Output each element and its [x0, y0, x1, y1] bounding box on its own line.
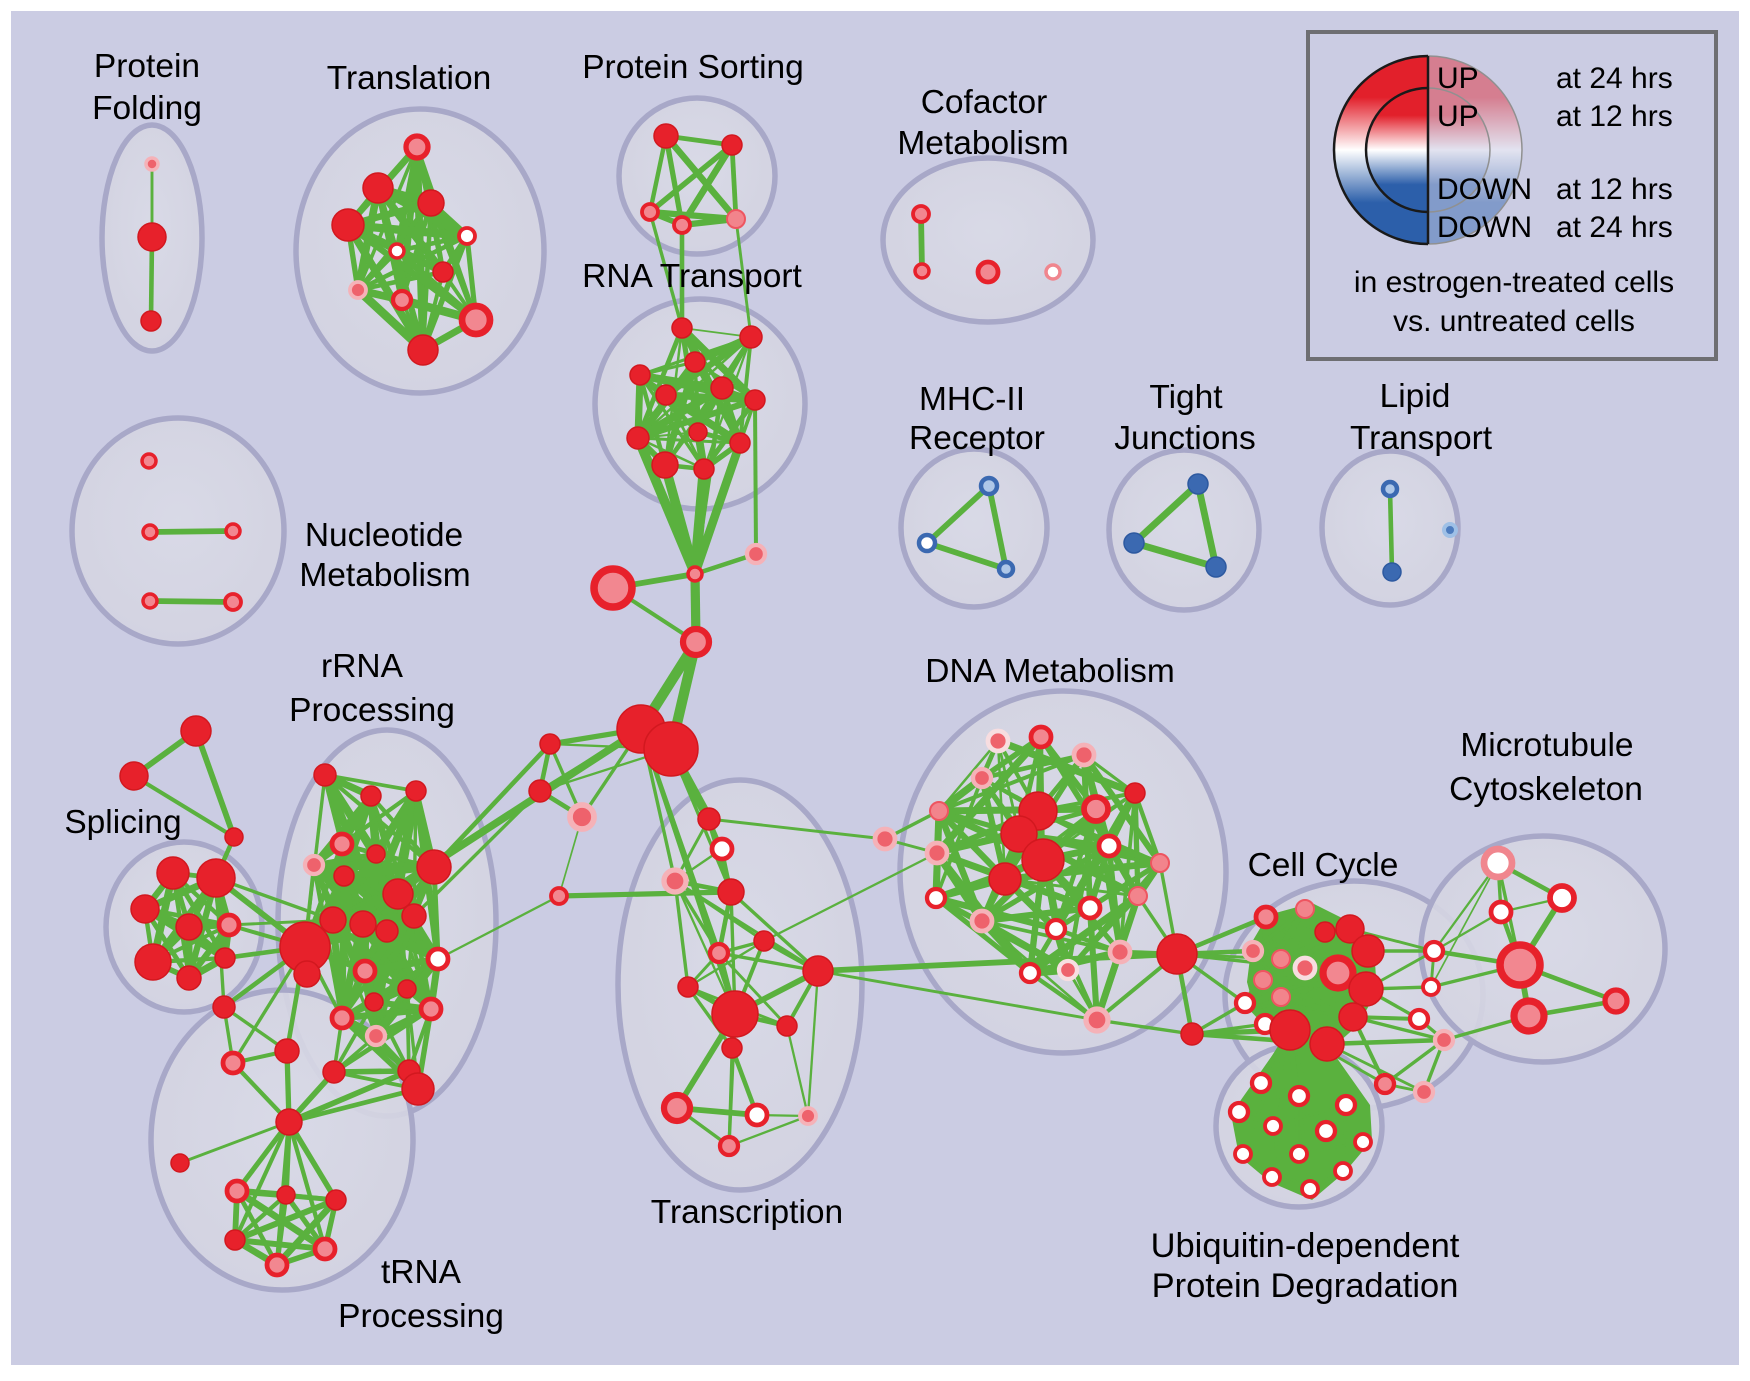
- svg-text:DOWN: DOWN: [1437, 211, 1532, 244]
- svg-text:Folding: Folding: [92, 90, 202, 127]
- svg-text:rRNA: rRNA: [321, 648, 404, 685]
- svg-text:DNA Metabolism: DNA Metabolism: [925, 653, 1174, 690]
- svg-text:Transcription: Transcription: [651, 1194, 843, 1231]
- svg-text:Tight: Tight: [1149, 379, 1223, 416]
- svg-text:at 24 hrs: at 24 hrs: [1556, 211, 1673, 244]
- svg-text:at 12 hrs: at 12 hrs: [1556, 100, 1673, 133]
- svg-text:Ubiquitin-dependent: Ubiquitin-dependent: [1151, 1227, 1460, 1265]
- svg-text:at 24 hrs: at 24 hrs: [1556, 62, 1673, 95]
- svg-text:DOWN: DOWN: [1437, 173, 1532, 206]
- svg-text:Junctions: Junctions: [1114, 420, 1256, 457]
- svg-text:RNA Transport: RNA Transport: [582, 258, 802, 295]
- svg-text:Transport: Transport: [1350, 420, 1493, 457]
- svg-text:Splicing: Splicing: [64, 804, 181, 841]
- svg-text:Protein Sorting: Protein Sorting: [582, 49, 804, 86]
- svg-text:Protein: Protein: [94, 48, 200, 85]
- svg-text:Lipid: Lipid: [1380, 378, 1451, 415]
- svg-text:vs. untreated cells: vs. untreated cells: [1393, 305, 1635, 338]
- svg-text:Cytoskeleton: Cytoskeleton: [1449, 771, 1643, 808]
- svg-text:Translation: Translation: [327, 60, 491, 97]
- svg-text:Cofactor: Cofactor: [921, 84, 1048, 121]
- svg-text:Nucleotide: Nucleotide: [305, 517, 463, 554]
- svg-text:Cell Cycle: Cell Cycle: [1248, 847, 1399, 884]
- svg-text:Processing: Processing: [289, 692, 455, 729]
- svg-text:Metabolism: Metabolism: [299, 557, 470, 594]
- svg-text:MHC-II: MHC-II: [919, 381, 1025, 418]
- svg-text:UP: UP: [1437, 100, 1479, 133]
- svg-text:UP: UP: [1437, 62, 1479, 95]
- svg-text:Microtubule: Microtubule: [1460, 727, 1633, 764]
- svg-text:Protein Degradation: Protein Degradation: [1152, 1267, 1459, 1305]
- svg-text:at 12 hrs: at 12 hrs: [1556, 173, 1673, 206]
- svg-text:tRNA: tRNA: [381, 1254, 462, 1291]
- svg-text:in estrogen-treated cells: in estrogen-treated cells: [1354, 266, 1674, 299]
- svg-text:Metabolism: Metabolism: [897, 125, 1068, 162]
- svg-text:Receptor: Receptor: [909, 420, 1045, 457]
- svg-text:Processing: Processing: [338, 1298, 504, 1335]
